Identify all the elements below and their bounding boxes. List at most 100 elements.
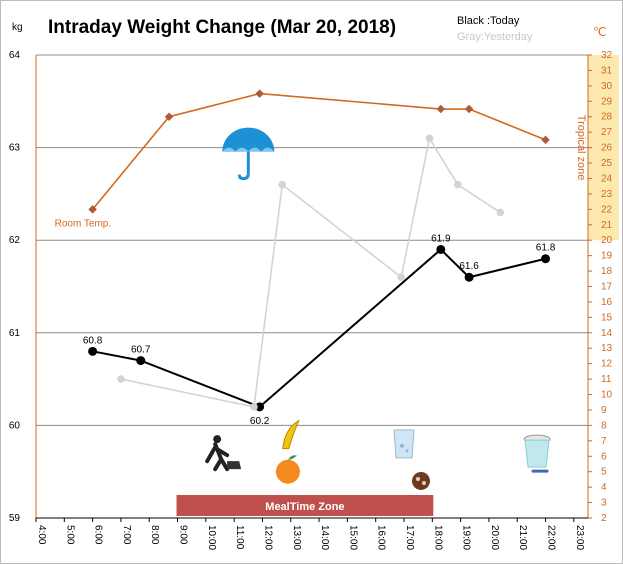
x-tick-label: 14:00: [319, 525, 330, 550]
point-yesterday: [250, 403, 258, 411]
gridlines: [36, 54, 588, 426]
person-head: [213, 435, 222, 444]
y-left-tick-label: 62: [9, 235, 21, 246]
y-right-unit: ℃: [593, 25, 606, 39]
point-room-temp: [255, 89, 264, 98]
umbrella-icon: [222, 127, 275, 181]
x-tick-label: 22:00: [546, 525, 557, 550]
y-right-tick-label: 24: [601, 173, 613, 184]
banana-icon: [282, 419, 300, 450]
x-tick-label: 12:00: [262, 525, 273, 550]
y-right-tick-label: 12: [601, 359, 613, 370]
point-room-temp: [464, 104, 474, 114]
cup-body: [524, 439, 550, 468]
glass-bubble: [400, 443, 404, 448]
data-label: 60.8: [83, 335, 103, 346]
y-right-tick-label: 16: [601, 297, 613, 308]
point-yesterday: [425, 134, 434, 143]
umbrella-scallop: [222, 147, 275, 152]
x-tick-label: 23:00: [574, 525, 585, 550]
point-yesterday: [496, 208, 505, 217]
glass-bubble: [405, 449, 409, 453]
y-right-tick-label: 11: [601, 374, 612, 385]
orange-icon: [275, 455, 300, 484]
meal-zone: MealTime Zone: [176, 495, 434, 516]
point-yesterday: [117, 375, 125, 383]
y-right-tick-label: 21: [601, 220, 613, 231]
x-tick-label: 9:00: [178, 525, 189, 545]
chart-title: Intraday Weight Change (Mar 20, 2018): [48, 17, 396, 38]
point-today: [88, 346, 98, 356]
y-left-tick-label: 60: [9, 420, 21, 431]
y-right-ticks: 3231302928272625242322212019181716151413…: [588, 50, 613, 524]
y-right-tick-label: 7: [601, 436, 607, 447]
x-tick-label: 6:00: [93, 525, 104, 545]
x-tick-label: 4:00: [36, 525, 47, 545]
banana-shape: [282, 419, 300, 450]
tropical-zone: Tropical zone: [575, 55, 619, 241]
y-right-tick-label: 19: [601, 251, 613, 262]
data-label: 60.2: [250, 416, 270, 427]
point-yesterday: [397, 273, 405, 282]
y-right-tick-label: 14: [601, 328, 613, 339]
y-right-tick-label: 15: [601, 312, 613, 323]
yogurt-cup-icon: [523, 434, 551, 473]
y-right-tick-label: 3: [601, 498, 607, 509]
y-right-tick-label: 18: [601, 266, 613, 277]
y-right-tick-label: 17: [601, 282, 613, 293]
meal-zone-label: MealTime Zone: [265, 501, 344, 513]
data-label: 61.6: [459, 261, 479, 272]
glass-body: [393, 429, 415, 459]
point-today: [436, 244, 446, 254]
data-label: 61.8: [536, 243, 556, 254]
x-tick-label: 8:00: [149, 525, 160, 545]
y-right-tick-label: 13: [601, 343, 613, 354]
point-room-temp: [436, 104, 446, 114]
y-right-tick-label: 27: [601, 127, 613, 138]
series-layer: 60.8 60.7 60.2 61.9 61.6 61.8 Room Temp.: [55, 89, 556, 427]
y-left-tick-label: 64: [9, 50, 21, 61]
walking-dog-icon: [205, 435, 242, 472]
y-right-tick-label: 28: [601, 112, 613, 123]
meal-zone-bar: [176, 495, 434, 516]
cookie-chip: [421, 480, 426, 485]
orange-fruit: [275, 459, 300, 484]
data-label: 60.7: [131, 345, 151, 356]
cookie-chip: [415, 476, 420, 481]
y-right-tick-label: 8: [601, 420, 607, 431]
room-temp-label: Room Temp.: [55, 218, 112, 229]
point-yesterday: [278, 180, 287, 189]
point-today: [255, 402, 265, 412]
y-right-tick-label: 5: [601, 467, 607, 478]
y-right-tick-label: 4: [601, 482, 607, 493]
series-line-room-temp: [91, 92, 546, 210]
water-glass-icon: [393, 429, 415, 459]
tropical-zone-label: Tropical zone: [575, 115, 587, 181]
point-today: [136, 356, 146, 366]
y-right-tick-label: 6: [601, 451, 607, 462]
x-tick-label: 15:00: [347, 525, 358, 550]
umbrella-canopy: [222, 127, 275, 152]
point-room-temp: [88, 205, 97, 214]
y-left-tick-label: 59: [9, 513, 21, 524]
y-right-tick-label: 30: [601, 81, 613, 92]
y-right-tick-label: 26: [601, 143, 613, 154]
umbrella-handle: [237, 173, 250, 181]
point-today: [541, 254, 551, 264]
y-right-tick-label: 20: [601, 235, 613, 246]
cookie: [411, 471, 430, 490]
icons-layer: [205, 127, 551, 490]
series-line-today: [92, 248, 546, 409]
y-left-ticks: 64 63 62 61 60 59: [9, 50, 21, 524]
x-tick-label: 11:00: [234, 525, 245, 550]
y-left-tick-label: 63: [9, 143, 21, 154]
x-tick-label: 17:00: [404, 525, 415, 550]
x-tick-label: 10:00: [206, 525, 217, 550]
x-tick-label: 21:00: [517, 525, 528, 550]
orange-leaf: [287, 455, 297, 460]
legend-today: Black :Today: [457, 15, 520, 27]
x-tick-label: 13:00: [291, 525, 302, 550]
x-ticks: 4:00 5:00 6:00 7:00 8:00 9:00 10:00 11:00 12:00 1…: [35, 518, 585, 550]
